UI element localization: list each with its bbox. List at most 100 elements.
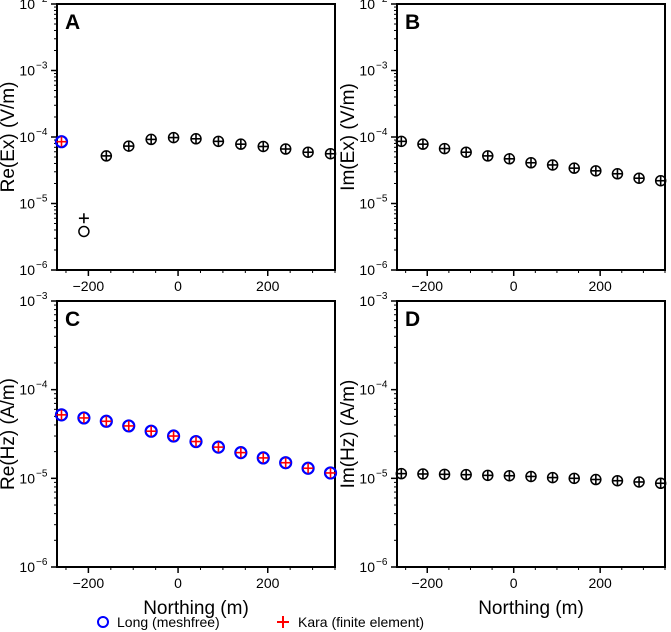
panel-b-ylabel: Im(Ex) (V/m) [338, 83, 359, 191]
legend: Long (meshfree) Kara (finite element) [97, 614, 424, 630]
long-point [54, 408, 69, 422]
x-tick-label: 0 [174, 278, 182, 294]
y-tick-exponent: −3 [36, 291, 48, 302]
y-tick-exponent: −4 [376, 127, 388, 138]
y-tick-label: 10 [19, 63, 35, 79]
y-tick-label: 10 [359, 470, 375, 486]
kara-point [235, 447, 246, 458]
kara-point [482, 470, 493, 481]
kara-point [191, 133, 201, 144]
kara-point [461, 147, 472, 158]
y-tick-exponent: −6 [376, 260, 388, 271]
y-tick-label: 10 [359, 196, 375, 212]
y-tick-exponent: −2 [36, 0, 48, 5]
kara-point [526, 157, 536, 168]
kara-point [303, 463, 314, 474]
y-tick-label: 10 [359, 262, 375, 278]
y-tick-label: 10 [19, 0, 35, 12]
panel-a-ylabel: Re(Ex) (V/m) [0, 82, 19, 193]
kara-point [280, 144, 291, 155]
long-point [166, 429, 181, 443]
x-tick-label: 0 [510, 575, 518, 591]
kara-point [590, 474, 601, 485]
x-tick-label: 200 [588, 575, 612, 591]
y-tick-exponent: −5 [376, 194, 388, 205]
kara-point [634, 476, 645, 487]
panel-d-xlabel: Northing (m) [478, 598, 584, 619]
kara-point [235, 139, 246, 150]
kara-point [191, 436, 201, 447]
x-tick-label: 200 [256, 575, 280, 591]
panel-d-ylabel: Im(Hz) (A/m) [338, 380, 359, 489]
kara-point [439, 143, 450, 154]
kara-point [168, 431, 179, 442]
kara-point [280, 457, 291, 468]
x-tick-label: 0 [510, 278, 518, 294]
long-point [144, 424, 158, 438]
long-point [301, 461, 315, 475]
y-tick-label: 10 [19, 470, 35, 486]
y-tick-exponent: −6 [376, 557, 388, 568]
kara-point [504, 153, 515, 164]
y-tick-label: 10 [359, 559, 375, 575]
kara-point [325, 467, 336, 478]
y-tick-exponent: −6 [36, 260, 48, 271]
panel-d-frame [396, 300, 666, 568]
panel-b-frame [396, 3, 666, 271]
y-tick-label: 10 [359, 293, 375, 309]
long-point [211, 440, 226, 454]
long-point [189, 434, 203, 449]
panel-c-xlabel: Northing (m) [143, 598, 249, 619]
long-point [54, 135, 69, 149]
y-tick-label: 10 [19, 559, 35, 575]
panel-c-frame [56, 300, 336, 568]
long-point [234, 446, 248, 460]
y-tick-label: 10 [19, 196, 35, 212]
kara-point [655, 175, 666, 186]
y-tick-exponent: −4 [376, 380, 388, 391]
x-tick-label: 0 [174, 575, 182, 591]
kara-point [78, 213, 89, 224]
x-tick-label: 200 [588, 278, 612, 294]
kara-point [146, 426, 157, 437]
kara-point [56, 409, 67, 420]
kara-point [258, 141, 269, 152]
legend-long-label: Long (meshfree) [117, 614, 220, 630]
panel-a-letter: A [65, 11, 80, 34]
kara-point [325, 148, 336, 159]
y-tick-label: 10 [359, 129, 375, 145]
y-tick-exponent: −3 [36, 61, 48, 72]
kara-point [123, 420, 134, 431]
x-tick-label: −200 [73, 278, 105, 294]
long-point [77, 411, 91, 425]
y-tick-exponent: −6 [36, 557, 48, 568]
kara-point [612, 475, 623, 486]
y-tick-exponent: −3 [376, 291, 388, 302]
kara-point [655, 478, 666, 489]
kara-point [101, 416, 112, 427]
kara-point [396, 468, 407, 479]
y-tick-label: 10 [359, 382, 375, 398]
kara-point [101, 150, 112, 161]
kara-point [146, 134, 157, 145]
kara-point [461, 469, 472, 480]
kara-point [213, 136, 224, 147]
panel-b-letter: B [405, 11, 420, 34]
y-tick-label: 10 [19, 262, 35, 278]
kara-point [612, 168, 623, 179]
long-point [256, 451, 270, 465]
kara-point [56, 136, 67, 147]
kara-point [482, 150, 493, 161]
long-point [323, 466, 338, 480]
y-tick-exponent: −4 [36, 127, 48, 138]
long-point [99, 414, 113, 428]
kara-point [547, 159, 558, 170]
kara-point [396, 136, 407, 147]
legend-kara-label: Kara (finite element) [298, 614, 424, 630]
legend-long-marker [97, 616, 109, 628]
y-tick-label: 10 [19, 129, 35, 145]
